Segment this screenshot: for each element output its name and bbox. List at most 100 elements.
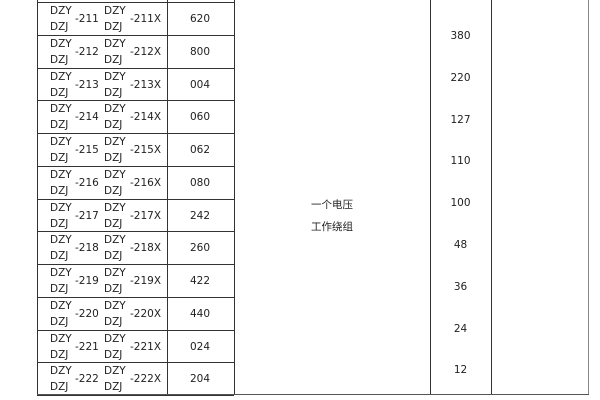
- winding-label: 一个电压: [311, 199, 353, 211]
- model-number-x: -214X: [130, 111, 162, 124]
- model-prefix: DZY: [50, 70, 72, 83]
- model-prefix: DZY: [50, 267, 72, 279]
- table-row: DZY DZJ -219 DZY DZJ -219X 422: [37, 264, 234, 297]
- model-prefix: DZY: [50, 37, 72, 50]
- code-value: 422: [190, 275, 211, 287]
- model-prefix: DZJ: [50, 86, 69, 99]
- border-left: [37, 0, 38, 395]
- model-prefix: DZJ: [104, 184, 123, 197]
- model-number: -219: [75, 275, 99, 287]
- model-prefix: DZJ: [104, 152, 123, 164]
- model-number-x: -221X: [130, 340, 162, 353]
- divider: [491, 0, 492, 395]
- row-divider: [37, 34, 234, 36]
- divider: [167, 0, 168, 395]
- model-prefix: DZY: [104, 70, 126, 83]
- model-prefix: DZJ: [104, 283, 123, 295]
- model-prefix: DZJ: [50, 381, 69, 394]
- model-prefix: DZY: [104, 299, 126, 312]
- table-row: DZY DZJ -215 DZY DZJ -215X 062: [37, 133, 234, 166]
- table-row: DZY DZJ -213 DZY DZJ -213X 004: [37, 68, 234, 101]
- code-value: 260: [190, 242, 211, 255]
- border-bottom: [37, 394, 589, 395]
- model-prefix: DZJ: [50, 250, 69, 263]
- code-value: 204: [190, 373, 211, 386]
- model-number: -221: [75, 340, 99, 353]
- model-number: -211: [75, 13, 99, 25]
- code-value: 062: [190, 144, 211, 156]
- voltage-value: 110: [450, 155, 471, 168]
- model-prefix: DZJ: [104, 381, 123, 394]
- code-value: 800: [190, 45, 211, 58]
- model-number: -215: [75, 144, 99, 156]
- model-prefix: DZY: [50, 5, 72, 17]
- model-prefix: DZY: [104, 234, 126, 247]
- model-prefix: DZY: [104, 136, 126, 148]
- table-row: DZY DZJ -217 DZY DZJ -217X 242: [37, 199, 234, 232]
- model-number-x: -211X: [130, 13, 162, 25]
- model-number-x: -213X: [130, 78, 162, 91]
- voltage-value: 380: [450, 30, 471, 42]
- model-number: -212: [75, 45, 99, 58]
- model-prefix: DZJ: [104, 53, 123, 66]
- code-value: 004: [190, 78, 211, 91]
- model-prefix: DZY: [50, 332, 72, 345]
- voltage-value: 100: [450, 197, 471, 210]
- code-value: 024: [190, 340, 211, 353]
- model-prefix: DZJ: [104, 348, 123, 361]
- model-prefix: DZY: [104, 37, 126, 50]
- model-number: -222: [75, 373, 99, 386]
- model-prefix: DZJ: [50, 119, 69, 132]
- model-prefix: DZY: [104, 168, 126, 181]
- table-row: DZY DZJ -214 DZY DZJ -214X 060: [37, 100, 234, 133]
- model-number: -216: [75, 176, 99, 189]
- model-prefix: DZJ: [50, 53, 69, 66]
- model-prefix: DZY: [104, 5, 126, 17]
- model-prefix: DZY: [104, 267, 126, 279]
- model-prefix: DZJ: [50, 283, 69, 295]
- model-number-x: -216X: [130, 176, 162, 189]
- row-divider: [37, 296, 234, 298]
- model-number-x: -222X: [130, 373, 162, 386]
- model-prefix: DZY: [50, 201, 72, 214]
- model-prefix: DZY: [50, 136, 72, 148]
- row-divider: [37, 362, 234, 364]
- model-prefix: DZJ: [50, 184, 69, 197]
- voltage-value: 24: [453, 322, 468, 335]
- model-prefix: DZJ: [104, 217, 123, 230]
- model-prefix: DZY: [104, 332, 126, 345]
- model-prefix: DZJ: [104, 21, 123, 33]
- row-divider: [37, 395, 234, 396]
- model-prefix: DZY: [50, 234, 72, 247]
- voltage-value: 36: [453, 280, 468, 293]
- table-row: DZY DZJ -211 DZY DZJ -211X 620: [37, 2, 234, 35]
- row-divider: [37, 329, 234, 331]
- model-prefix: DZY: [50, 365, 72, 378]
- model-number: -213: [75, 78, 99, 91]
- table-row: DZY DZJ -212 DZY DZJ -212X 800: [37, 35, 234, 68]
- model-prefix: DZJ: [50, 315, 69, 328]
- model-number: -220: [75, 307, 99, 320]
- model-number-x: -219X: [130, 275, 162, 287]
- model-number-x: -218X: [130, 242, 162, 255]
- voltage-value: 220: [450, 71, 471, 84]
- code-value: 080: [190, 176, 211, 189]
- table-row: DZY DZJ -221 DZY DZJ -221X 024: [37, 330, 234, 363]
- row-divider: [37, 165, 234, 167]
- model-prefix: DZJ: [104, 250, 123, 263]
- row-divider: [37, 2, 234, 3]
- row-divider: [37, 198, 234, 200]
- model-number: -218: [75, 242, 99, 255]
- model-number: -214: [75, 111, 99, 124]
- model-prefix: DZJ: [104, 315, 123, 328]
- model-prefix: DZJ: [104, 119, 123, 132]
- row-divider: [37, 264, 234, 265]
- row-divider: [37, 133, 234, 134]
- model-prefix: DZY: [50, 103, 72, 116]
- model-prefix: DZJ: [50, 152, 69, 164]
- table-row: DZY DZJ -218 DZY DZJ -218X 260: [37, 231, 234, 264]
- border-right: [588, 0, 589, 395]
- winding-label: 工作绕组: [311, 221, 353, 233]
- model-prefix: DZY: [104, 201, 126, 214]
- model-prefix: DZY: [104, 365, 126, 378]
